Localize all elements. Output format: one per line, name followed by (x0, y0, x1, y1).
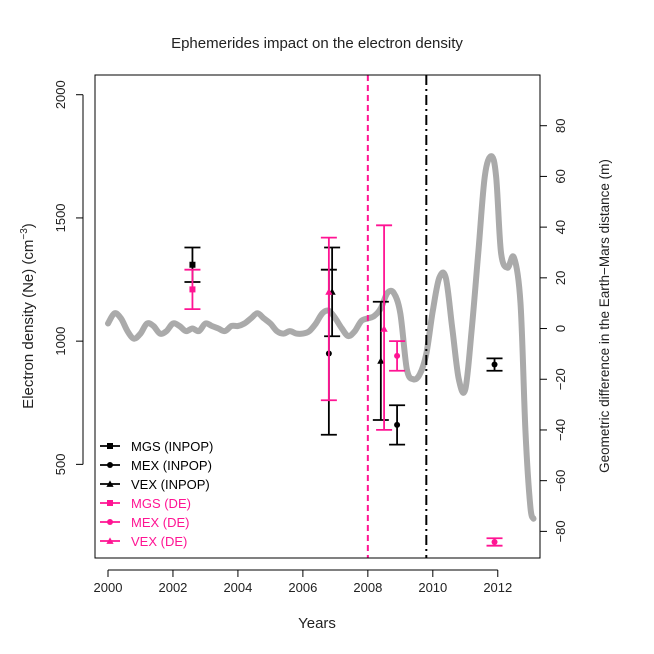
legend: MGS (INPOP) MEX (INPOP) VEX (INPOP) MGS (DE… (100, 439, 213, 549)
x-tick-label: 2004 (223, 580, 252, 595)
legend-symbol (107, 500, 113, 506)
data-marker (394, 421, 401, 428)
y-axis-left: 500 1000 1500 2000 (53, 80, 84, 476)
y-right-tick-label: 40 (553, 220, 568, 234)
y-right-tick-label: 60 (553, 169, 568, 183)
legend-label: MEX (DE) (131, 515, 190, 530)
x-tick-label: 2006 (288, 580, 317, 595)
x-tick-label: 2010 (418, 580, 447, 595)
y-axis-left-label-sup: −3 (19, 228, 30, 240)
legend-entry: MGS (INPOP) (100, 439, 213, 454)
mex-inpop-point-2 (389, 404, 406, 446)
x-tick-label: 2012 (483, 580, 512, 595)
y-right-tick-label: −40 (553, 419, 568, 441)
legend-symbol (107, 443, 113, 449)
x-tick-label: 2000 (94, 580, 123, 595)
data-marker (189, 286, 196, 293)
data-marker (189, 261, 196, 268)
legend-label: VEX (INPOP) (131, 477, 210, 492)
x-tick-label: 2008 (353, 580, 382, 595)
legend-symbol (106, 480, 114, 487)
y-axis-right: −80 −60 −40 −20 0 20 40 60 80 (539, 118, 568, 542)
y-axis-left-label-close: ) (20, 223, 37, 228)
legend-entry: VEX (DE) (100, 534, 187, 549)
legend-label: MEX (INPOP) (131, 458, 212, 473)
data-marker (325, 288, 333, 295)
vex-de-point-2 (376, 224, 393, 431)
legend-label: MGS (DE) (131, 496, 191, 511)
legend-symbol (106, 537, 114, 544)
mex-de-point-2 (486, 537, 503, 547)
y-left-tick-label: 1500 (53, 203, 68, 232)
y-axis-left-label: Electron density (Ne) (cm−3) (19, 223, 37, 409)
x-axis-label: Years (298, 615, 336, 632)
legend-entry: MEX (INPOP) (100, 458, 212, 473)
y-left-tick-label: 1000 (53, 327, 68, 356)
data-marker (491, 538, 498, 545)
y-right-tick-label: −20 (553, 368, 568, 390)
legend-label: VEX (DE) (131, 534, 187, 549)
vline-layer (366, 75, 428, 558)
data-marker (377, 357, 385, 364)
legend-entry: MEX (DE) (100, 515, 190, 530)
vex-de-point-1 (320, 236, 337, 402)
legend-entry: VEX (INPOP) (100, 477, 210, 492)
y-right-tick-label: 80 (553, 118, 568, 132)
data-marker (491, 361, 498, 368)
y-axis-left-label-main: Electron density (Ne) (cm (20, 240, 37, 409)
legend-symbol (107, 519, 113, 525)
legend-label: MGS (INPOP) (131, 439, 213, 454)
y-right-tick-label: 0 (553, 325, 568, 332)
mex-de-point-1 (389, 340, 406, 372)
vex-inpop-point-2 (372, 300, 389, 421)
x-tick-label: 2002 (158, 580, 187, 595)
points-layer (184, 224, 503, 547)
legend-entry: MGS (DE) (100, 496, 191, 511)
chart-title: Ephemerides impact on the electron densi… (171, 35, 463, 52)
mex-inpop-point-3 (486, 357, 503, 372)
x-axis: 2000 2002 2004 2006 2008 2010 2012 (94, 569, 512, 595)
y-right-tick-label: −80 (553, 520, 568, 542)
mgs-de-point-1 (184, 268, 201, 311)
legend-symbol (107, 462, 113, 468)
y-right-tick-label: −60 (553, 470, 568, 492)
data-marker (380, 325, 388, 332)
y-left-tick-label: 500 (53, 454, 68, 476)
y-axis-right-label: Geometric difference in the Earth−Mars d… (597, 159, 612, 473)
data-marker (394, 352, 401, 359)
y-right-tick-label: 20 (553, 271, 568, 285)
y-left-tick-label: 2000 (53, 80, 68, 109)
